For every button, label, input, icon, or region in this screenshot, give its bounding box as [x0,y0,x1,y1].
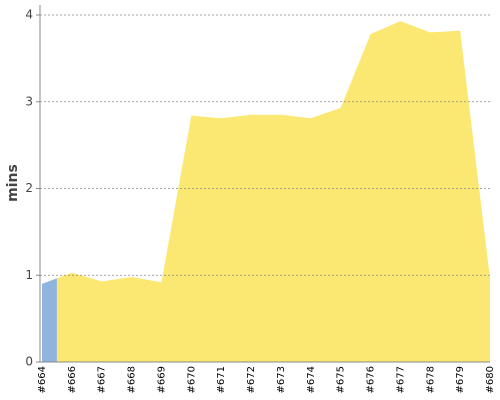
x-tick-label: #677 [395,366,406,393]
x-tick-label: #680 [485,366,496,393]
y-axis-label: mins [5,164,21,202]
y-tick-label: 3 [25,94,33,108]
x-tick-label: #674 [306,366,317,393]
x-tick-label: #673 [276,366,287,393]
x-tick-label: #676 [366,366,377,393]
x-tick-label: #667 [97,366,108,393]
x-tick-label: #671 [216,366,227,393]
y-tick-label: 1 [25,268,33,282]
y-tick-label: 4 [25,8,33,22]
y-tick-label: 0 [25,355,33,369]
area [56,21,491,362]
x-tick-label: #668 [127,366,138,393]
x-tick-label: #678 [425,366,436,393]
x-tick-label: #666 [67,366,78,393]
y-tick-label: 2 [25,181,33,195]
x-tick-label: #679 [455,366,466,393]
plot-area [42,21,491,362]
x-tick-label: #664 [37,366,48,393]
area [42,278,57,362]
x-tick-label: #675 [336,366,347,393]
x-tick-label: #672 [246,366,257,393]
x-tick-label: #669 [156,366,167,393]
x-tick-label: #670 [186,366,197,393]
